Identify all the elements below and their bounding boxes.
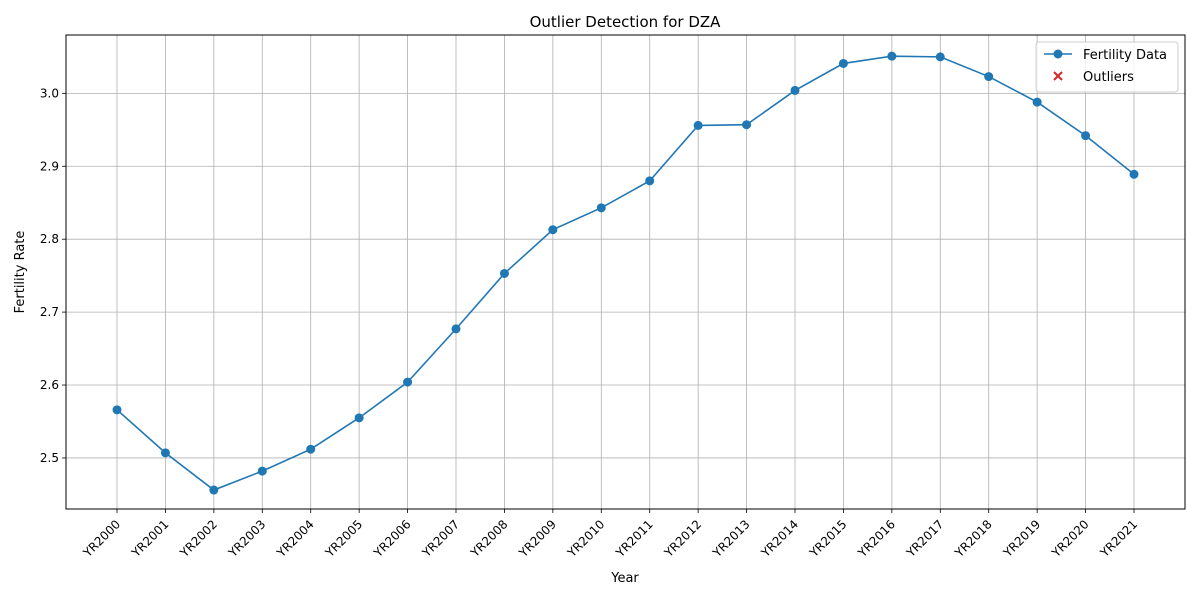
plot-frame (65, 34, 1186, 510)
chart-title: Outlier Detection for DZA (530, 13, 722, 31)
x-tick-label: YR2008 (467, 517, 510, 560)
x-tick-label: YR2019 (1000, 517, 1043, 560)
data-point (1032, 97, 1042, 107)
data-point (160, 448, 170, 458)
data-point (645, 176, 655, 186)
data-point (548, 225, 558, 235)
y-tick-label: 2.5 (40, 451, 59, 465)
y-tick-label: 2.7 (40, 305, 59, 319)
y-tick-label: 2.6 (40, 378, 59, 392)
x-tick-label: YR2009 (516, 517, 559, 560)
series (112, 51, 1139, 495)
legend-label-series: Fertility Data (1083, 48, 1167, 63)
x-tick-label: YR2010 (564, 517, 607, 560)
y-tick-label: 2.9 (40, 159, 59, 173)
data-point (1081, 131, 1091, 141)
x-tick-label: YR2014 (758, 517, 801, 560)
grid (66, 35, 1185, 509)
x-tick-label: YR2003 (225, 517, 268, 560)
data-point (984, 72, 994, 82)
data-point (306, 444, 316, 454)
data-point (499, 268, 509, 278)
axes: YR2000 YR2001 YR2002 YR2003 YR2004 YR2005 YR20… (40, 86, 1140, 560)
x-tick-label: YR2020 (1048, 517, 1091, 560)
legend-outlier-swatch (1053, 71, 1063, 81)
x-tick-label: YR2018 (952, 517, 995, 560)
data-point (935, 52, 945, 62)
x-axis-label: Year (610, 571, 639, 586)
x-tick-label: YR2007 (419, 517, 462, 560)
data-point (596, 203, 606, 213)
data-point (1129, 169, 1139, 179)
x-tick-label: YR2013 (709, 517, 752, 560)
x-tick-label: YR2000 (80, 517, 123, 560)
outlier-x-icon (1053, 71, 1063, 81)
data-point (112, 405, 122, 415)
x-tick-label: YR2006 (370, 517, 413, 560)
x-tick-label: YR2005 (322, 517, 365, 560)
y-axis-label: Fertility Rate (13, 231, 28, 314)
data-point (742, 120, 752, 130)
data-point (209, 485, 219, 495)
x-tick-label: YR2001 (128, 517, 171, 560)
legend: Fertility Data Outliers (1035, 41, 1179, 93)
x-tick-label: YR2021 (1097, 517, 1140, 560)
x-tick-label: YR2015 (806, 517, 849, 560)
x-tick-label: YR2017 (903, 517, 946, 560)
data-point (693, 120, 703, 130)
series-line (116, 55, 1135, 491)
y-tick-label: 3.0 (40, 86, 59, 100)
x-tick-label: YR2002 (177, 517, 220, 560)
data-point (257, 466, 267, 476)
x-tick-label: YR2012 (661, 517, 704, 560)
data-point (887, 51, 897, 61)
x-tick-label: YR2004 (274, 517, 317, 560)
data-point (838, 58, 848, 68)
data-point (451, 324, 461, 334)
x-tick-label: YR2016 (855, 517, 898, 560)
x-tick-label: YR2011 (613, 517, 656, 560)
y-tick-label: 2.8 (40, 232, 59, 246)
data-point (403, 377, 413, 387)
legend-marker-swatch (1053, 49, 1063, 59)
data-point (354, 413, 364, 423)
data-point (790, 85, 800, 95)
legend-label-outliers: Outliers (1083, 70, 1134, 85)
